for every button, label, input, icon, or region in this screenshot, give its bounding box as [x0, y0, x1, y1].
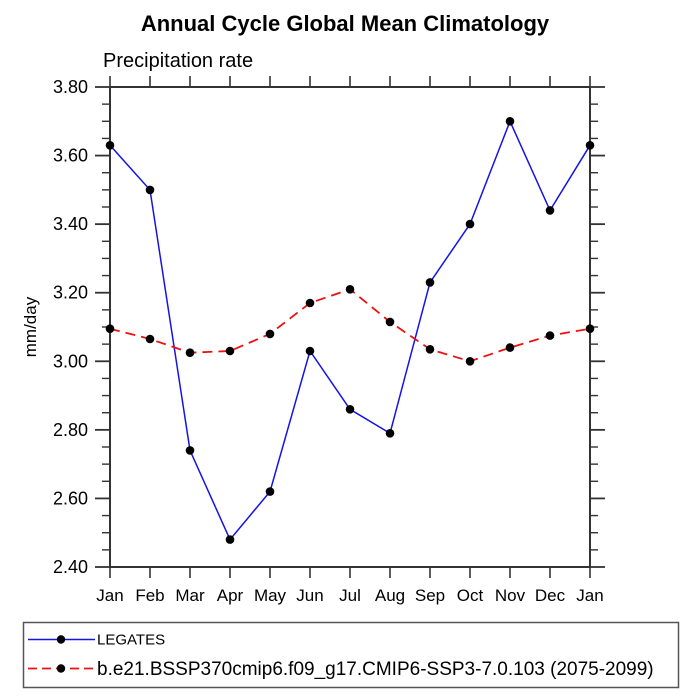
series-1-marker — [265, 329, 275, 339]
series-0-marker — [425, 278, 435, 287]
series-0-marker — [145, 185, 155, 195]
series-0-marker — [505, 117, 515, 126]
x-tick-label: Sep — [415, 586, 445, 605]
legend-marker-dot — [56, 635, 66, 644]
series-0-marker — [385, 429, 395, 438]
series-1-marker — [545, 331, 555, 340]
chart-subtitle: Precipitation rate — [103, 50, 253, 72]
legend-item-model: b.e21.BSSP370cmip6.f09_g17.CMIP6-SSP3-7.… — [28, 659, 654, 680]
series-0-marker — [465, 219, 475, 229]
series-1-marker — [505, 343, 515, 352]
series-0-marker — [185, 446, 195, 455]
series-1-marker — [425, 345, 435, 354]
series-0-marker — [305, 346, 315, 356]
x-tick-label: Nov — [495, 586, 526, 605]
x-tick-label: Feb — [135, 586, 164, 605]
y-tick-label: 2.80 — [53, 420, 88, 440]
series-1-marker — [585, 324, 595, 334]
series-1-marker — [345, 285, 355, 294]
x-tick-label: Jun — [296, 586, 323, 605]
y-tick-label: 3.20 — [53, 283, 88, 303]
series-0-marker — [265, 487, 275, 496]
y-tick-label: 2.60 — [53, 488, 88, 508]
series-1-marker — [305, 298, 315, 308]
plot-area: Jan Feb Mar Apr May Jun Jul Aug Sep Oct Nov Dec Jan 2… — [53, 76, 605, 605]
x-tick-label: Apr — [217, 586, 244, 605]
series-1-marker — [185, 348, 195, 358]
legend-label-model: b.e21.BSSP370cmip6.f09_g17.CMIP6-SSP3-7.… — [97, 659, 654, 680]
legend-box — [22, 621, 680, 689]
y-tick-label: 3.80 — [53, 77, 88, 97]
plot-frame — [109, 86, 591, 568]
x-tick-label: Aug — [375, 586, 405, 605]
y-tick-label: 2.40 — [53, 557, 88, 577]
legend-label-legates: LEGATES — [97, 632, 165, 649]
chart-title: Annual Cycle Global Mean Climatology — [141, 11, 550, 36]
y-tick-label: 3.60 — [53, 146, 88, 166]
series-0-marker — [545, 206, 555, 215]
x-tick-label: Oct — [457, 586, 484, 605]
x-tick-label: Jul — [339, 586, 361, 605]
legend-item-legates: LEGATES — [28, 632, 165, 649]
series-line-0 — [109, 119, 591, 542]
x-tick-label: Jan — [96, 586, 123, 605]
series-0-marker — [105, 141, 115, 150]
series-1-marker — [465, 357, 475, 366]
y-axis-label: mm/day — [21, 296, 40, 357]
legend-marker-dot — [56, 664, 66, 673]
series-line-1 — [109, 288, 591, 363]
legend: LEGATES b.e21.BSSP370cmip6.f09_g17.CMIP6… — [22, 621, 680, 689]
x-tick-label: Mar — [175, 586, 205, 605]
series-0-marker — [345, 405, 355, 414]
series-0-marker — [225, 535, 235, 544]
x-tick-label: Dec — [535, 586, 566, 605]
series-1-marker — [145, 334, 155, 344]
series-1-marker — [105, 324, 115, 334]
series-0-marker — [585, 141, 595, 150]
x-tick-label: May — [254, 586, 287, 605]
y-tick-label: 3.00 — [53, 351, 88, 371]
y-tick-label: 3.40 — [53, 214, 88, 234]
series-1-marker — [385, 317, 395, 327]
x-tick-label: Jan — [576, 586, 603, 605]
series-1-marker — [225, 346, 235, 356]
